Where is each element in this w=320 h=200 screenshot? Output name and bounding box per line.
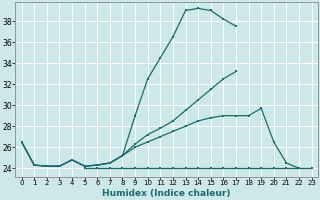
X-axis label: Humidex (Indice chaleur): Humidex (Indice chaleur) [102,189,231,198]
